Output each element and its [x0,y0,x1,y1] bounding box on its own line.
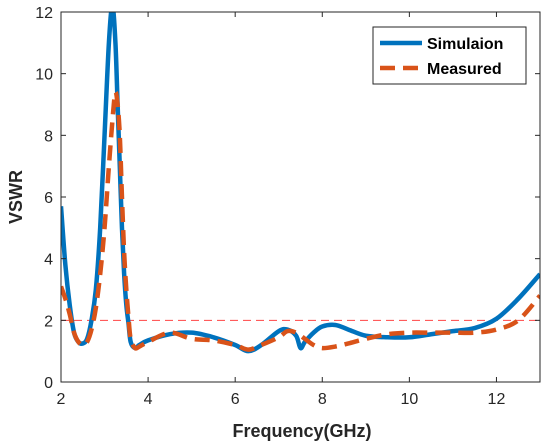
y-tick-label: 12 [35,5,53,22]
y-tick-label: 2 [44,313,53,330]
y-tick-label: 4 [44,252,53,269]
series-layer [61,12,540,354]
legend-label-measured: Measured [427,61,502,78]
legend-label-simulaion: Simulaion [427,36,503,53]
legend: Simulaion Measured [372,26,527,85]
x-tick-label: 8 [318,391,327,408]
y-tick-label: 0 [44,375,53,392]
x-tick-label: 6 [231,391,240,408]
series-line-measured [61,89,540,352]
y-tick-label: 10 [35,67,53,84]
legend-box [372,26,527,85]
x-tick-label: 4 [144,391,153,408]
y-axis-title: VSWR [6,170,26,224]
x-tick-label: 2 [57,391,66,408]
y-tick-label: 8 [44,128,53,145]
x-tick-label: 12 [488,391,506,408]
y-tick-label: 6 [44,190,53,207]
x-axis-title: Frequency(GHz) [232,421,371,441]
x-tick-label: 10 [400,391,418,408]
